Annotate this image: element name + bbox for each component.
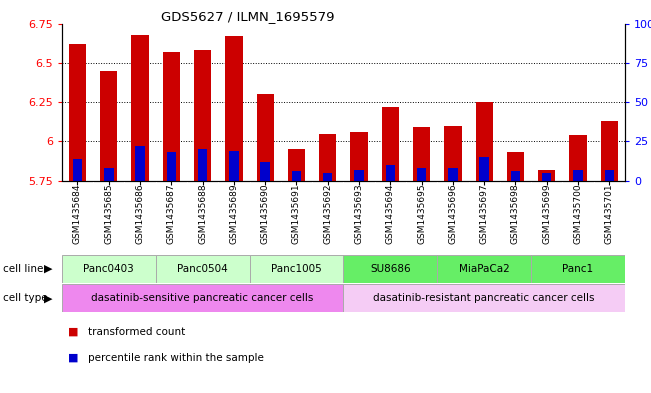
Bar	[511, 171, 520, 181]
Bar	[437, 255, 531, 283]
Text: GSM1435684: GSM1435684	[73, 184, 82, 244]
Text: ■: ■	[68, 353, 79, 363]
Text: MiaPaCa2: MiaPaCa2	[459, 264, 510, 274]
Text: Panc1005: Panc1005	[271, 264, 322, 274]
Text: GSM1435685: GSM1435685	[104, 184, 113, 244]
Bar	[319, 134, 337, 181]
Bar	[163, 52, 180, 181]
Bar	[256, 94, 274, 181]
Bar	[531, 255, 625, 283]
Text: ▶: ▶	[44, 293, 53, 303]
Bar	[574, 170, 583, 181]
Text: GSM1435698: GSM1435698	[511, 184, 520, 244]
Text: GSM1435699: GSM1435699	[542, 184, 551, 244]
Bar	[354, 170, 364, 181]
Bar	[476, 102, 493, 181]
Bar	[249, 255, 343, 283]
Bar	[350, 132, 368, 181]
Bar	[194, 50, 211, 181]
Text: GSM1435688: GSM1435688	[198, 184, 207, 244]
Text: percentile rank within the sample: percentile rank within the sample	[88, 353, 264, 363]
Text: dasatinib-sensitive pancreatic cancer cells: dasatinib-sensitive pancreatic cancer ce…	[91, 293, 314, 303]
Text: GDS5627 / ILMN_1695579: GDS5627 / ILMN_1695579	[161, 10, 334, 23]
Bar	[167, 152, 176, 181]
Text: GSM1435694: GSM1435694	[386, 184, 395, 244]
Bar	[538, 170, 555, 181]
Bar	[132, 35, 148, 181]
Text: Panc0504: Panc0504	[177, 264, 228, 274]
Bar	[229, 151, 239, 181]
Text: Panc0403: Panc0403	[83, 264, 134, 274]
Text: GSM1435696: GSM1435696	[449, 184, 458, 244]
Text: ■: ■	[68, 327, 79, 337]
Text: ▶: ▶	[44, 264, 53, 274]
Text: cell type: cell type	[3, 293, 48, 303]
Bar	[73, 159, 82, 181]
Bar	[444, 126, 462, 181]
Text: GSM1435700: GSM1435700	[574, 184, 583, 244]
Bar	[381, 107, 399, 181]
Bar	[323, 173, 333, 181]
Bar	[343, 255, 437, 283]
Text: GSM1435691: GSM1435691	[292, 184, 301, 244]
Text: SU8686: SU8686	[370, 264, 411, 274]
Bar	[156, 255, 249, 283]
Text: GSM1435692: GSM1435692	[324, 184, 332, 244]
Bar	[479, 157, 489, 181]
Text: GSM1435686: GSM1435686	[135, 184, 145, 244]
Bar	[135, 146, 145, 181]
Bar	[413, 127, 430, 181]
Text: GSM1435687: GSM1435687	[167, 184, 176, 244]
Bar	[104, 168, 113, 181]
Text: GSM1435701: GSM1435701	[605, 184, 614, 244]
Bar	[100, 71, 117, 181]
Bar	[198, 149, 208, 181]
Bar	[385, 165, 395, 181]
Bar	[62, 255, 156, 283]
Text: transformed count: transformed count	[88, 327, 185, 337]
Bar	[288, 149, 305, 181]
Bar	[601, 121, 618, 181]
Bar	[343, 284, 625, 312]
Bar	[448, 168, 458, 181]
Bar	[292, 171, 301, 181]
Bar	[225, 36, 243, 181]
Text: cell line: cell line	[3, 264, 44, 274]
Text: GSM1435693: GSM1435693	[355, 184, 363, 244]
Bar	[570, 135, 587, 181]
Bar	[260, 162, 270, 181]
Text: Panc1: Panc1	[562, 264, 594, 274]
Text: dasatinib-resistant pancreatic cancer cells: dasatinib-resistant pancreatic cancer ce…	[374, 293, 595, 303]
Bar	[542, 173, 551, 181]
Text: GSM1435695: GSM1435695	[417, 184, 426, 244]
Bar	[605, 170, 614, 181]
Text: GSM1435689: GSM1435689	[229, 184, 238, 244]
Text: GSM1435690: GSM1435690	[260, 184, 270, 244]
Bar	[417, 168, 426, 181]
Bar	[69, 44, 86, 181]
Text: GSM1435697: GSM1435697	[480, 184, 489, 244]
Bar	[62, 284, 343, 312]
Bar	[507, 152, 524, 181]
